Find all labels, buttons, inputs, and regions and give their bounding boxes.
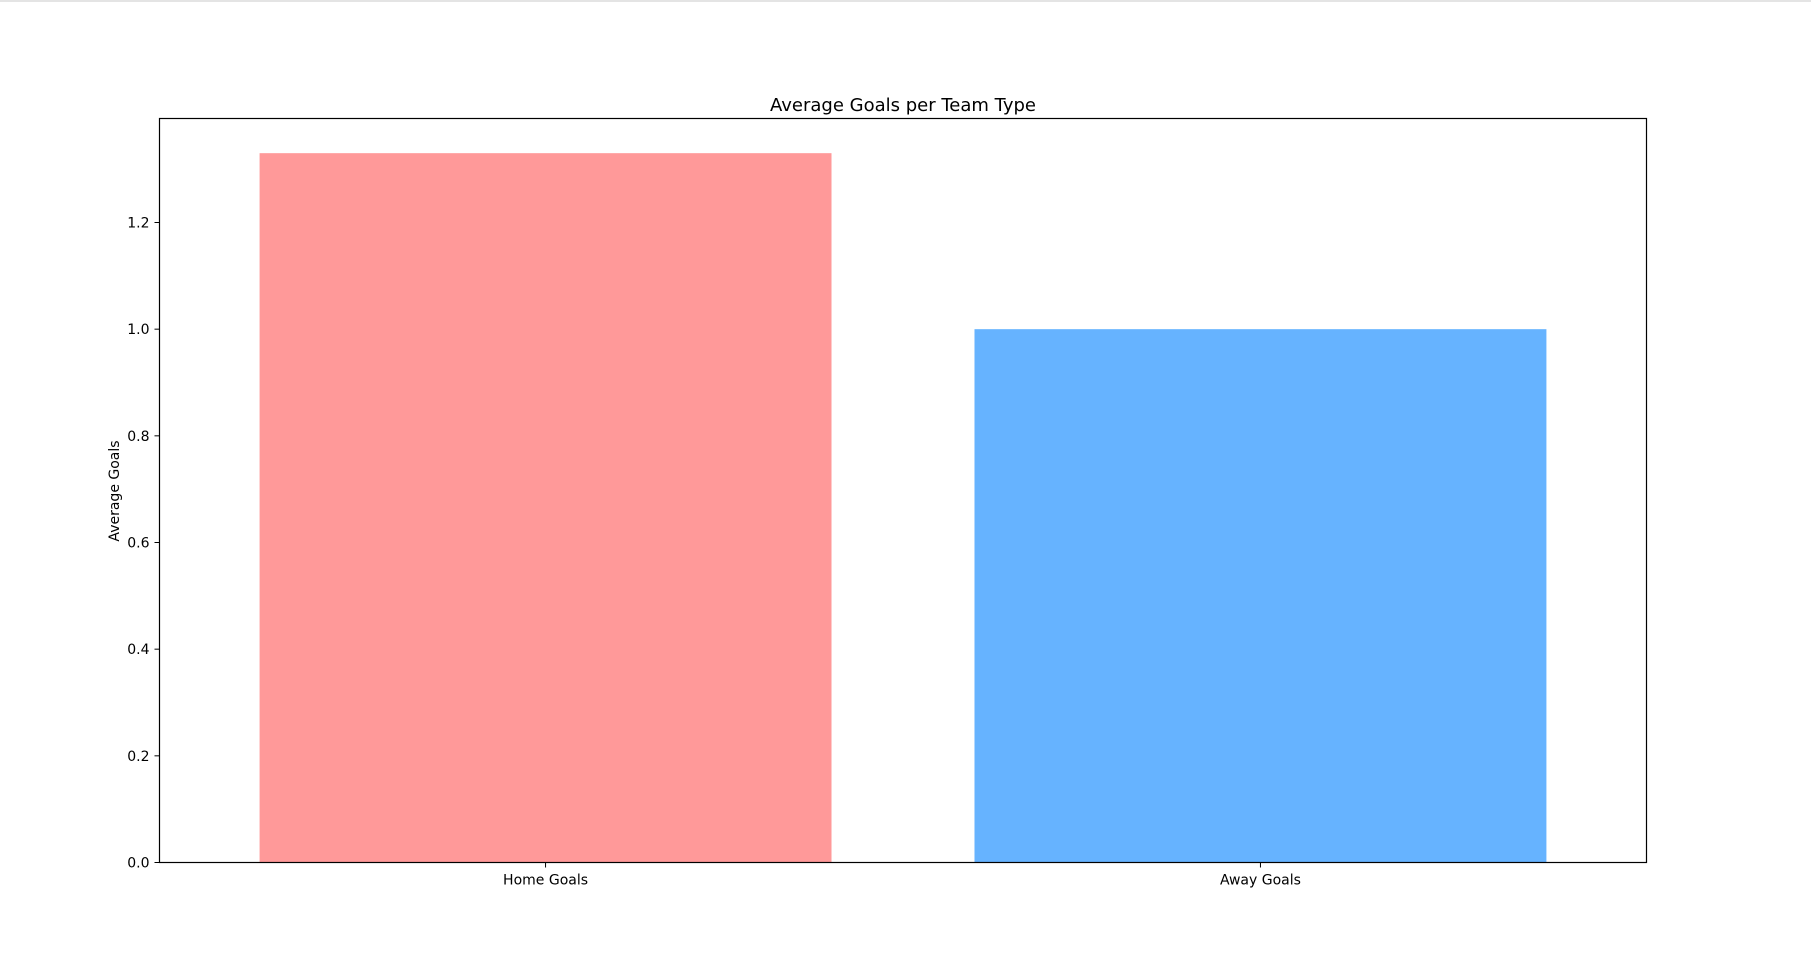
y-axis: 0.0 0.2 0.4 0.6 0.8 1.0 1.2 — [127, 216, 160, 872]
chart-title: Average Goals per Team Type — [770, 95, 1036, 116]
y-tick-label: 1.0 — [127, 322, 149, 338]
y-tick-label: 0.0 — [127, 856, 149, 872]
y-tick-label: 0.4 — [127, 642, 149, 658]
plot-frame — [158, 117, 1648, 864]
y-tick-label: 1.2 — [127, 216, 149, 232]
y-axis-label: Average Goals — [107, 440, 123, 541]
y-tick-label: 0.2 — [127, 749, 149, 765]
bar-away-goals — [974, 329, 1547, 863]
x-tick-label: Away Goals — [1220, 873, 1301, 889]
y-tick-label: 0.6 — [127, 536, 149, 552]
x-tick-label: Home Goals — [503, 873, 588, 889]
x-axis: Home Goals Away Goals — [503, 862, 1301, 889]
bar-home-goals — [259, 153, 832, 863]
y-tick-label: 0.8 — [127, 429, 149, 445]
top-border — [0, 0, 1811, 2]
bars-group — [259, 153, 1547, 863]
